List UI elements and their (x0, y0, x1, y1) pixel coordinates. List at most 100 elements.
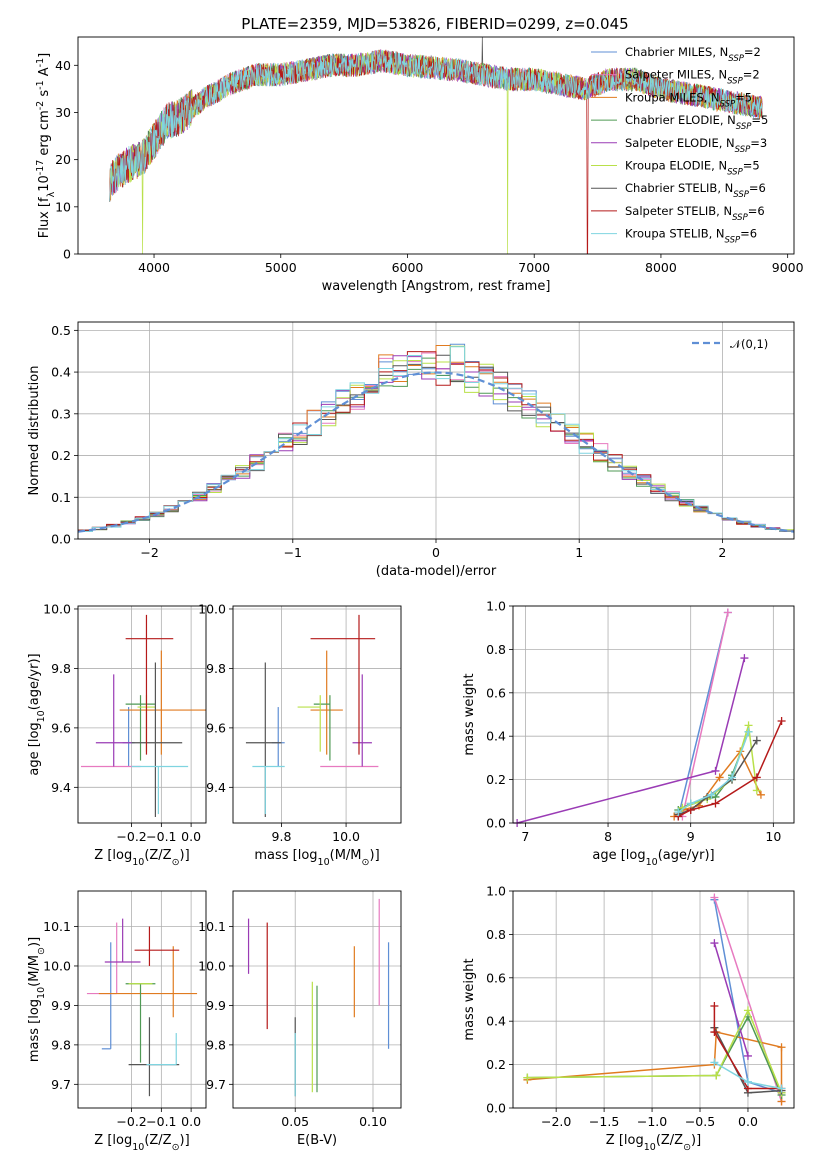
y-axis-label-part: (M/M (27, 955, 42, 987)
legend-entry-main: Chabrier MILES, N (625, 45, 728, 59)
x-tick-label: 5000 (265, 260, 297, 275)
x-tick-label: 8000 (645, 260, 677, 275)
x-axis-label-part: Z [log (94, 848, 132, 863)
mass-vs-ebv-frame: 0.05 0.10 9.7 9.8 9.9 10.0 10.1 E(B-V) (198, 890, 402, 1148)
legend-entry-normal: 𝒩(0,1) (730, 337, 768, 351)
axes-frame (77, 890, 207, 1109)
mass-weight-marker (710, 1002, 719, 1011)
x-axis-label-part: ⊙ (172, 857, 180, 868)
residual-histogram-frame: −2 −1 0 1 2 0.0 0.1 0.2 0.3 0.4 0.5 (data-model)/er… (27, 321, 795, 579)
y-tick-label: 0.2 (486, 1057, 506, 1072)
x-tick-label: 0.05 (281, 1114, 309, 1129)
mass-weight-marker (711, 766, 720, 775)
x-tick-label: 6000 (392, 260, 424, 275)
x-axis-label-part: (Z/Z (144, 848, 171, 863)
mass-weight-vs-Z-frame: −2.0 −1.5 −1.0 −0.5 0.0 0.0 0.2 0.4 0.6 0.8 1.0 Z [… (462, 884, 795, 1153)
x-tick-label: −0.1 (146, 1114, 176, 1129)
y-axis-label-part: Normed distribution (27, 366, 42, 496)
x-axis-label-part: )] (691, 1133, 701, 1148)
mass-weight-marker (752, 786, 761, 795)
legend-entry-tail: =5 (751, 113, 768, 127)
age-vs-mass-axes (233, 606, 401, 823)
legend-entry-sub: SSP (727, 168, 743, 178)
y-tick-label: 20 (55, 152, 71, 167)
mass-weight-marker (740, 654, 749, 663)
legend-entry-sub: SSP (735, 145, 751, 155)
mass-vs-Z-points (86, 918, 198, 1097)
x-axis-label-part: )] (180, 1133, 190, 1148)
age-vs-mass-frame: 9.8 10.0 9.4 9.6 9.8 10.0 mass [log10(M/M⊙)] (198, 601, 402, 868)
x-tick-label: 7000 (518, 260, 550, 275)
spectrum-frame: 4000 5000 6000 7000 8000 9000010203040wavelen… (35, 36, 804, 294)
figure-title: PLATE=2359, MJD=53826, FIBERID=0299, z=0… (241, 15, 628, 33)
legend-entry: Kroupa MILES, NSSP=5 (625, 90, 752, 109)
mass-weight-marker (710, 1058, 719, 1067)
legend-entry-tail: =6 (740, 227, 757, 241)
y-tick-label: 10.0 (43, 601, 71, 616)
x-axis-label: (data-model)/error (376, 564, 497, 579)
mass-weight-marker (743, 1006, 752, 1015)
y-tick-label: 0.6 (486, 685, 506, 700)
mass-weight-marker (752, 736, 761, 745)
x-tick-label: 0.0 (738, 1114, 758, 1129)
x-axis-label: age [log10(age/yr)] (592, 848, 714, 868)
y-tick-label: 9.4 (51, 780, 71, 795)
x-axis-label-part: (data-model)/error (376, 564, 497, 579)
x-tick-label: 9.8 (272, 829, 292, 844)
y-axis-label-part: 10 (36, 710, 47, 722)
spectrum-series-line (109, 49, 763, 202)
legend-entry-main: Chabrier STELIB, N (625, 181, 733, 195)
mass-weight-marker (710, 1028, 719, 1037)
x-tick-label: −0.2 (116, 1114, 146, 1129)
y-tick-label: 10.1 (43, 919, 71, 934)
y-axis-label-part: -1 (35, 58, 46, 67)
y-axis-label-part: age [log (27, 722, 42, 775)
mass-weight-line (681, 612, 729, 817)
axes-frame (77, 36, 795, 255)
y-axis-label-part: -2 (35, 101, 46, 110)
y-tick-label: 0.8 (486, 642, 506, 657)
mass-weight-marker (707, 790, 716, 799)
y-axis-label-part: mass [log (27, 999, 42, 1062)
mass-weight-line (713, 1006, 782, 1090)
legend-entry-tail: =5 (735, 90, 752, 104)
y-axis-label-part: -1 (35, 80, 46, 89)
legend-entry-main: Salpeter MILES, N (625, 68, 727, 82)
y-axis-label-part: mass weight (462, 673, 477, 755)
y-tick-label: 1.0 (486, 884, 506, 899)
y-tick-label: 0.4 (486, 729, 506, 744)
legend-entry-sub: SSP (736, 122, 752, 132)
x-axis-label: Z [log10(Z/Z⊙)] (606, 1133, 701, 1153)
x-axis-label-part: ⊙ (172, 1142, 180, 1153)
y-axis-label-part: A (37, 67, 52, 80)
x-axis-label: Z [log10(Z/Z⊙)] (94, 848, 189, 868)
y-tick-label: 40 (55, 58, 71, 73)
mass-weight-marker (743, 1051, 752, 1060)
y-axis-label: age [log10(age/yr)] (27, 653, 47, 775)
spectrum-legend: Chabrier MILES, N SSP =2 Salpeter MILES, N S… (591, 45, 768, 246)
y-axis-label-part: s (37, 90, 52, 101)
y-tick-label: 9.7 (206, 1077, 226, 1092)
x-axis-label-part: (M/M (330, 848, 362, 863)
x-tick-label: −1 (284, 545, 302, 560)
spectrum-series-line (109, 49, 763, 254)
x-tick-label: −0.5 (685, 1114, 715, 1129)
age-vs-Z-axes (78, 606, 206, 823)
x-axis-label-part: (Z/Z (656, 1133, 683, 1148)
y-axis-label-part: (age/yr)] (27, 653, 42, 710)
mass-weight-marker (777, 1084, 786, 1093)
y-axis-label-part: 10 (37, 175, 52, 192)
x-tick-label: 0 (432, 545, 440, 560)
legend-entry: Salpeter STELIB, NSSP=6 (625, 204, 765, 223)
legend-entry-tail: =3 (750, 136, 767, 150)
legend-entry-tail: =2 (744, 45, 761, 59)
legend-entry-tail: =6 (749, 181, 766, 195)
legend-entry-main: Chabrier ELODIE, N (625, 113, 736, 127)
x-tick-label: −1.5 (589, 1114, 619, 1129)
y-axis-label: mass weight (462, 958, 477, 1040)
mass-vs-Z-frame: −0.2 −0.1 0.09.79.89.910.010.1Z [log10(Z/Z… (27, 890, 207, 1153)
y-axis-label: mass [log10(M/M⊙)] (27, 937, 47, 1062)
mass-weight-vs-age-axes (513, 605, 794, 824)
y-axis-label-part: erg cm (37, 110, 52, 159)
y-tick-label: 9.9 (51, 998, 71, 1013)
